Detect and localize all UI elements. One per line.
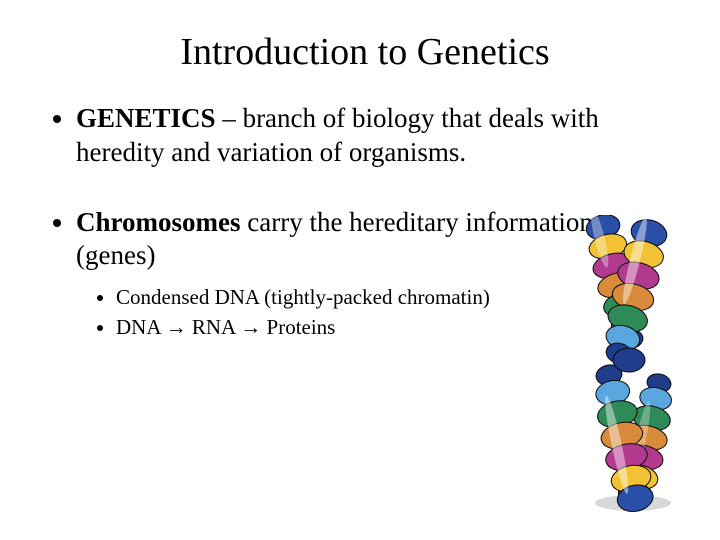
bullet-genetics-term: GENETICS <box>76 103 216 133</box>
sub-bullet-dna-rna-proteins: DNA → RNA → Proteins <box>116 313 636 341</box>
sub-bullet-list: Condensed DNA (tightly-packed chromatin)… <box>76 283 636 342</box>
chromosome-icon <box>561 215 696 515</box>
slide-title: Introduction to Genetics <box>50 30 680 74</box>
sub-bullet-condensed-dna: Condensed DNA (tightly-packed chromatin) <box>116 283 636 311</box>
chromosome-illustration <box>561 215 696 515</box>
bullet-chromosomes-term: Chromosomes <box>76 207 241 237</box>
slide: Introduction to Genetics GENETICS – bran… <box>0 0 720 540</box>
bullet-genetics: GENETICS – branch of biology that deals … <box>76 102 636 170</box>
bullet-chromosomes: Chromosomes carry the hereditary informa… <box>76 206 636 342</box>
